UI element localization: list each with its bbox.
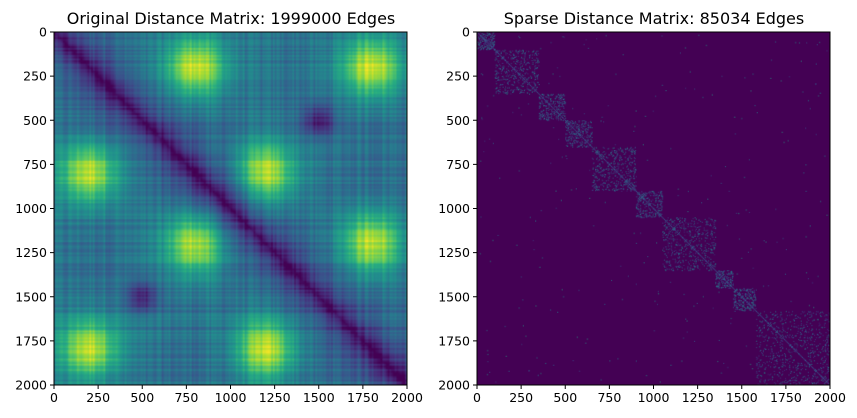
x-tick-label: 500 bbox=[553, 390, 577, 405]
y-tick-label: 1750 bbox=[438, 333, 470, 348]
y-tick-label: 1250 bbox=[438, 245, 470, 260]
x-tick-label: 1250 bbox=[259, 390, 291, 405]
x-tick-label: 1000 bbox=[638, 390, 670, 405]
y-tick-label: 1000 bbox=[438, 201, 470, 216]
tick-layer: 0 250 500 750 1000 1250 1500 1750 20000250500750… bbox=[15, 25, 423, 406]
chart-title: Sparse Distance Matrix: 85034 Edges bbox=[504, 9, 804, 28]
x-tick-label: 250 bbox=[86, 390, 110, 405]
y-tick-label: 0 bbox=[462, 25, 470, 40]
y-tick-label: 500 bbox=[446, 113, 470, 128]
y-tick-label: 750 bbox=[446, 157, 470, 172]
panel-sparse: Sparse Distance Matrix: 85034 Edges 0 250… bbox=[438, 9, 846, 405]
y-tick-label: 250 bbox=[446, 69, 470, 84]
x-tick-label: 2000 bbox=[391, 390, 423, 405]
y-tick-label: 500 bbox=[23, 113, 47, 128]
tick-layer: 0 250 500 750 1000 1250 1500 1750 20000250500750… bbox=[438, 25, 846, 406]
x-tick-label: 1750 bbox=[770, 390, 802, 405]
x-tick-label: 2000 bbox=[814, 390, 846, 405]
y-tick-label: 1250 bbox=[15, 245, 47, 260]
y-tick-label: 2000 bbox=[15, 378, 47, 393]
y-tick-label: 750 bbox=[23, 157, 47, 172]
y-tick-label: 1750 bbox=[15, 333, 47, 348]
chart-title: Original Distance Matrix: 1999000 Edges bbox=[67, 9, 396, 28]
x-tick-label: 750 bbox=[174, 390, 198, 405]
y-tick-label: 0 bbox=[39, 25, 47, 40]
x-tick-label: 1250 bbox=[682, 390, 714, 405]
x-tick-label: 500 bbox=[130, 390, 154, 405]
y-tick-label: 250 bbox=[23, 69, 47, 84]
panel-original: Original Distance Matrix: 1999000 Edges … bbox=[15, 9, 423, 405]
heatmap-image bbox=[477, 32, 830, 385]
x-tick-label: 1000 bbox=[215, 390, 247, 405]
x-tick-label: 1750 bbox=[347, 390, 379, 405]
x-tick-label: 0 bbox=[50, 390, 58, 405]
y-tick-label: 1000 bbox=[15, 201, 47, 216]
x-tick-label: 1500 bbox=[726, 390, 758, 405]
heatmap-image bbox=[54, 32, 407, 385]
y-tick-label: 1500 bbox=[438, 289, 470, 304]
x-tick-label: 0 bbox=[473, 390, 481, 405]
y-tick-label: 2000 bbox=[438, 378, 470, 393]
x-tick-label: 250 bbox=[509, 390, 533, 405]
y-tick-label: 1500 bbox=[15, 289, 47, 304]
x-tick-label: 1500 bbox=[303, 390, 335, 405]
x-tick-label: 750 bbox=[597, 390, 621, 405]
